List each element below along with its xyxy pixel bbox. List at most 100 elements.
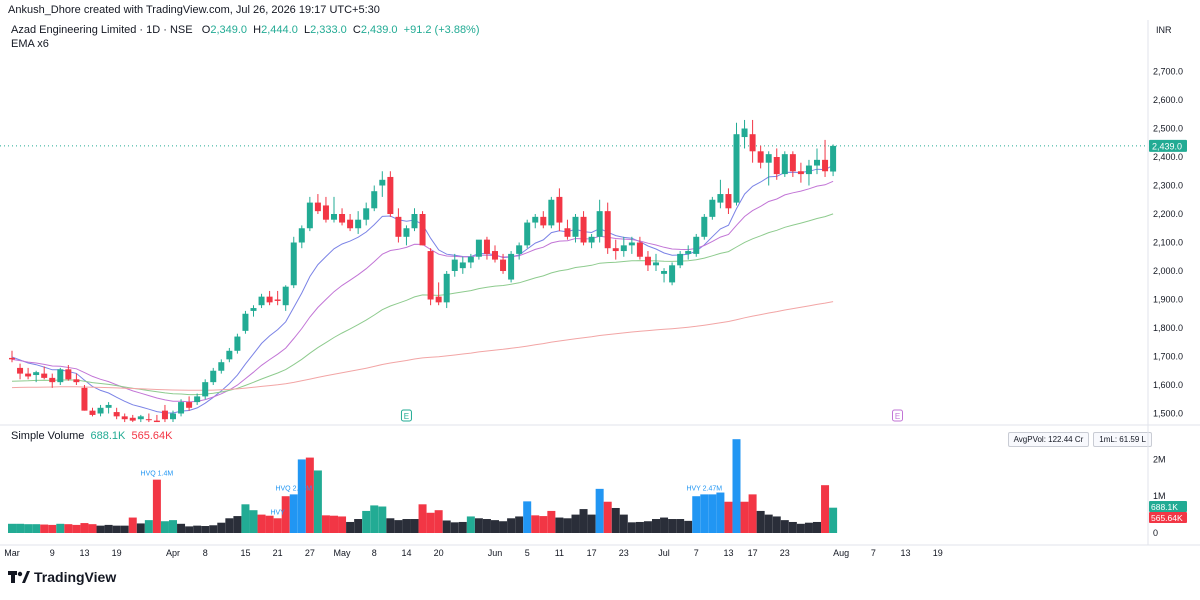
volume-tick-label: 2M [1153, 454, 1166, 464]
candle-body [218, 362, 225, 371]
volume-bar [547, 510, 556, 533]
volume-bar [346, 521, 355, 533]
candle-body [170, 413, 176, 420]
candle-body [226, 350, 233, 360]
candle-body [548, 199, 555, 226]
time-tick-label: 15 [240, 548, 250, 558]
time-tick-label: 9 [50, 548, 55, 558]
candle-body [500, 259, 507, 271]
last-price-badge [1149, 139, 1187, 152]
candle-body [89, 410, 96, 415]
volume-title[interactable]: Simple Volume [11, 430, 85, 442]
earnings-e-icon [400, 409, 412, 422]
change-value: +91.2 (+3.88%) [403, 24, 480, 36]
candle-body [467, 256, 474, 263]
candle-body [403, 228, 410, 237]
volume-bar [732, 439, 741, 533]
volume-bar [265, 515, 274, 533]
earnings-e-label: E [404, 412, 409, 421]
volume-bar [136, 523, 145, 533]
candle-body [532, 216, 539, 223]
volume-bar [619, 514, 628, 533]
candle-body [717, 194, 724, 203]
time-tick-label: 13 [79, 548, 89, 558]
volume-bar [354, 519, 363, 533]
price-legend: Azad Engineering Limited · 1D · NSE O2,3… [11, 23, 480, 51]
time-tick-label: Jul [658, 548, 670, 558]
high-label: H [253, 24, 262, 36]
candle-body [298, 228, 305, 243]
symbol-name[interactable]: Azad Engineering Limited · 1D · NSE [11, 24, 193, 36]
volume-bar [652, 519, 660, 533]
candle-body [516, 245, 523, 254]
time-tick-label: 20 [434, 548, 444, 558]
candle-body [765, 154, 772, 163]
time-tick-label: 7 [694, 548, 699, 558]
volume-bar [821, 485, 830, 533]
candle-body [145, 419, 152, 421]
volume-bar [788, 521, 797, 533]
price-tick-label: 1,900.0 [1153, 295, 1183, 305]
ema-line-4 [11, 301, 834, 391]
volume-annotation: HVY 2.47M [686, 485, 722, 492]
candle-body [129, 417, 136, 421]
candle-body [57, 369, 64, 383]
volume-bar [418, 504, 427, 533]
candle-body [242, 313, 249, 331]
candle-body [363, 208, 370, 220]
indicator-row[interactable]: EMA x6 [11, 38, 49, 50]
time-tick-label: 23 [619, 548, 629, 558]
volume-bar [482, 519, 491, 533]
tradingview-brand: TradingView [8, 569, 116, 585]
volume-bar [72, 524, 81, 533]
candle-body [596, 211, 603, 237]
volume-bar [458, 521, 467, 533]
volume-bar [764, 514, 773, 533]
volume-bar [297, 459, 306, 533]
candle-body [387, 176, 394, 214]
candle-body [81, 387, 88, 411]
low-value: 2,333.0 [310, 24, 347, 36]
volume-bar [700, 494, 709, 533]
candle-body [564, 228, 571, 237]
chart-credit: Ankush_Dhore created with TradingView.co… [8, 4, 380, 16]
candle-body [524, 222, 531, 246]
candle-body [314, 202, 321, 212]
volume-bar [193, 525, 202, 533]
candle-body [620, 245, 627, 252]
volume-bar [201, 526, 210, 533]
candle-body [540, 216, 547, 226]
time-tick-label: 5 [525, 548, 530, 558]
volume-bar [716, 492, 725, 533]
volume-bar [426, 512, 435, 533]
candle-body [33, 372, 40, 376]
price-tick-label: 2,500.0 [1153, 124, 1183, 134]
time-tick-label: May [334, 548, 352, 558]
volume-bar [217, 522, 226, 533]
volume-last-badge [1149, 512, 1187, 523]
volume-bar [321, 515, 330, 533]
candle-body [202, 382, 209, 397]
volume-bar [668, 519, 677, 533]
candle-body [604, 211, 611, 249]
volume-last-label: 688.1K [1151, 502, 1178, 512]
low-label: L [303, 24, 311, 36]
time-tick-label: 8 [372, 548, 377, 558]
volume-bar [48, 524, 57, 533]
candle-body [97, 407, 104, 414]
candle-body [105, 404, 112, 408]
volume-bar [160, 521, 169, 533]
candle-body [492, 251, 498, 260]
volume-bar [813, 521, 821, 533]
candle-body [282, 286, 289, 306]
last-price-label: 2,439.0 [1152, 141, 1182, 151]
volume-bar [394, 520, 403, 533]
volume-bar [249, 510, 258, 533]
candle-body [830, 145, 837, 172]
volume-stats: AvgPVol: 122.44 Cr 1mL: 61.59 L [1007, 432, 1152, 447]
volume-bar [772, 516, 781, 533]
volume-bar [16, 523, 25, 533]
candle-body [258, 296, 265, 306]
candle-body [339, 214, 346, 223]
